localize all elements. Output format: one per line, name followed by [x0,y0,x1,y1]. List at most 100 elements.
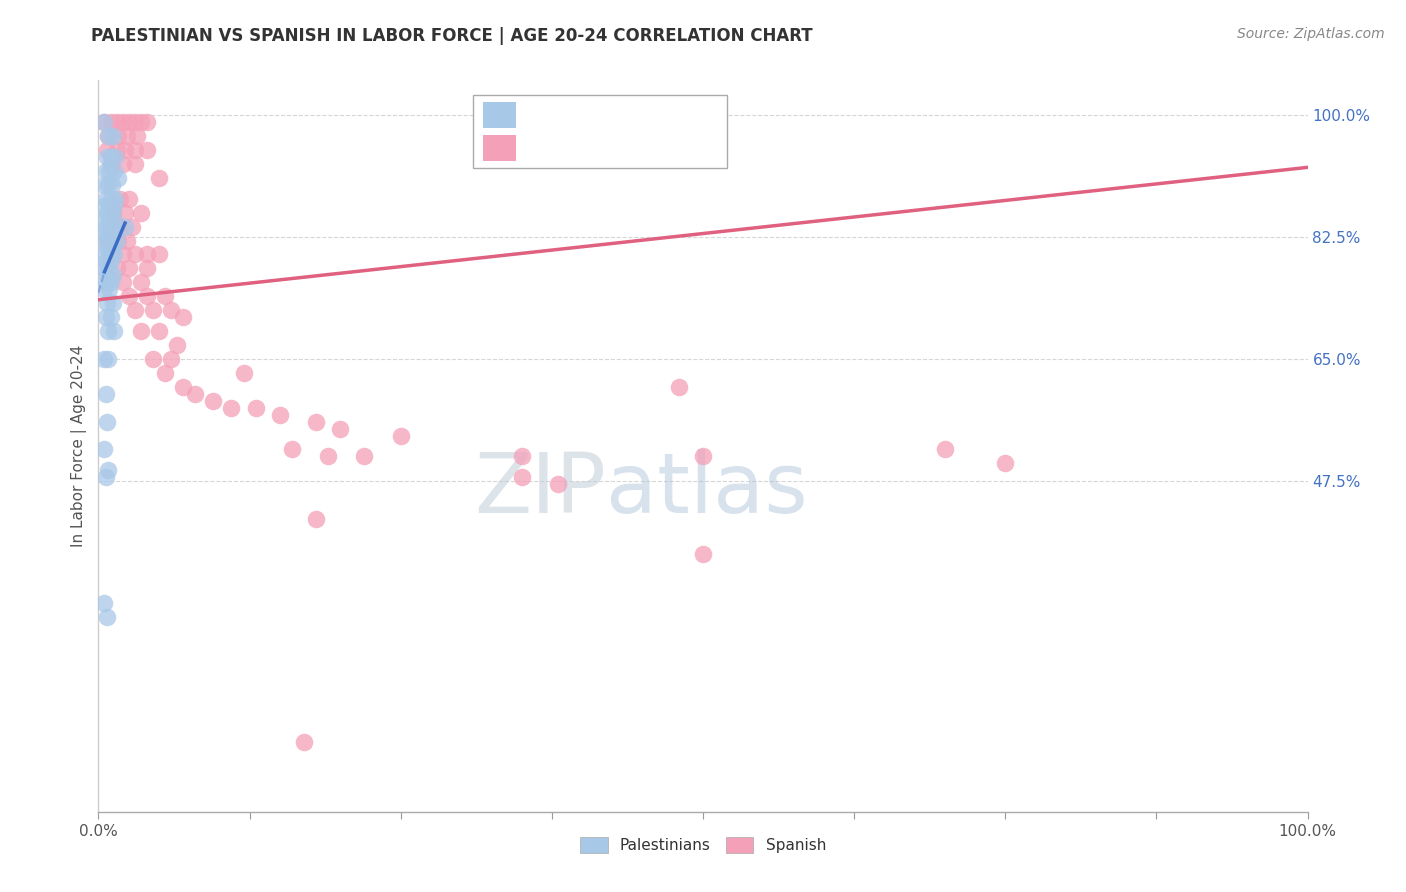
Point [117,234,139,248]
Point [101,227,124,241]
Point [94,192,117,206]
Point [281,442,304,457]
Point [129,275,152,289]
Point [97,227,120,241]
Point [389,428,412,442]
Point [103,199,125,213]
Point [692,547,714,561]
Point [232,366,254,380]
Point [692,450,714,464]
Point [96,415,118,429]
Point [292,735,315,749]
Point [108,192,131,206]
Point [269,408,291,422]
Point [96,143,118,157]
Point [100,157,122,171]
Point [101,128,124,143]
Point [103,247,125,261]
Point [668,380,690,394]
Point [135,143,157,157]
Point [124,247,146,261]
Point [105,143,128,157]
Point [93,247,115,261]
Point [353,450,375,464]
Point [111,275,134,289]
Legend: Palestinians, Spanish: Palestinians, Spanish [574,830,832,859]
Point [97,128,120,143]
Text: PALESTINIAN VS SPANISH IN LABOR FORCE | AGE 20-24 CORRELATION CHART: PALESTINIAN VS SPANISH IN LABOR FORCE | … [91,27,813,45]
Point [94,386,117,401]
Point [101,296,124,310]
Point [104,150,127,164]
Point [98,199,121,213]
Point [148,170,170,185]
Point [96,296,118,310]
Point [160,303,183,318]
Point [510,470,533,484]
Point [100,254,122,268]
Point [93,115,115,129]
Point [93,227,115,241]
Point [202,393,225,408]
Point [111,247,134,261]
Point [93,199,115,213]
Point [98,282,121,296]
Point [105,261,128,276]
Point [96,150,118,164]
Point [103,164,125,178]
Point [129,205,152,219]
Point [114,143,136,157]
Point [329,421,352,435]
Point [148,247,170,261]
Point [96,205,118,219]
Point [107,170,129,185]
Point [94,164,117,178]
Point [934,442,956,457]
Point [100,219,122,234]
Point [100,275,122,289]
Point [510,450,533,464]
Y-axis label: In Labor Force | Age 20-24: In Labor Force | Age 20-24 [72,345,87,547]
Point [111,115,134,129]
Point [118,115,141,129]
Point [118,192,141,206]
Point [100,310,122,325]
Point [124,157,146,171]
Point [97,178,120,192]
Point [118,261,141,276]
Point [94,234,117,248]
Point [245,401,267,415]
Point [129,115,152,129]
Point [121,219,143,234]
Point [104,192,127,206]
Point [994,457,1017,471]
Point [305,512,328,526]
Point [97,351,120,366]
Point [135,289,157,303]
Point [153,289,176,303]
Point [100,192,122,206]
Point [94,254,117,268]
Point [305,415,328,429]
Point [129,324,152,338]
Point [97,128,120,143]
Point [94,219,117,234]
Point [100,150,122,164]
Point [184,386,207,401]
Point [93,115,115,129]
Point [93,178,115,192]
Point [101,205,124,219]
Point [97,234,120,248]
Point [108,219,131,234]
Point [118,289,141,303]
Point [100,234,122,248]
Point [148,324,170,338]
Point [96,609,118,624]
Point [107,128,129,143]
Point [96,240,118,254]
Point [94,470,117,484]
Point [103,212,125,227]
Point [114,205,136,219]
Point [101,268,124,283]
Point [172,380,194,394]
